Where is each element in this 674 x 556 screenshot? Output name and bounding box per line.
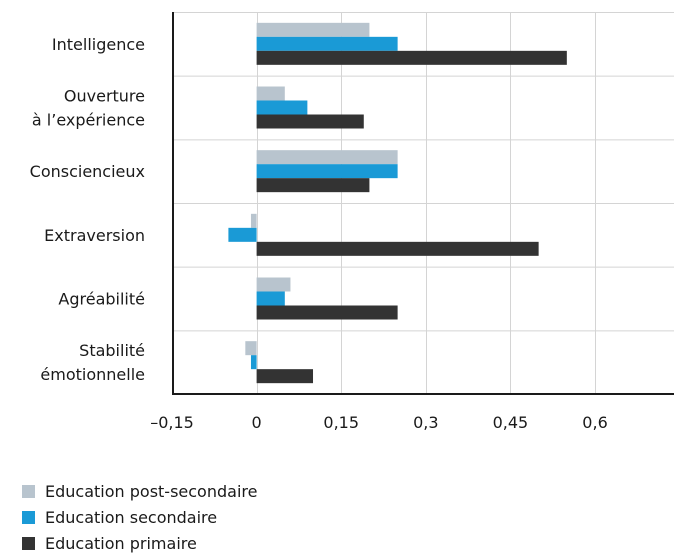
legend-item: Education secondaire bbox=[22, 504, 257, 530]
bar bbox=[256, 150, 398, 165]
bar bbox=[256, 114, 364, 129]
legend-label: Education primaire bbox=[45, 533, 197, 553]
legend-swatch bbox=[22, 484, 35, 498]
legend-swatch bbox=[22, 536, 35, 550]
legend-item: Education primaire bbox=[22, 530, 257, 556]
bars bbox=[228, 22, 567, 384]
legend-label: Education secondaire bbox=[45, 507, 218, 527]
x-tick-label: 0,3 bbox=[413, 413, 438, 432]
legend-item: Education post-secondaire bbox=[22, 478, 257, 504]
bar bbox=[256, 291, 285, 306]
category-label: émotionnelle bbox=[40, 365, 145, 384]
bar bbox=[256, 277, 291, 292]
grid-lines bbox=[172, 12, 674, 394]
bar bbox=[250, 213, 257, 228]
bar bbox=[256, 36, 398, 51]
x-tick-label: 0,6 bbox=[582, 413, 607, 432]
category-label: Consciencieux bbox=[30, 162, 145, 181]
category-label: Stabilité bbox=[79, 341, 145, 360]
bar bbox=[256, 178, 370, 193]
bar bbox=[256, 305, 398, 320]
bar bbox=[256, 50, 567, 65]
category-labels: Intelligence Ouverture à l’expérience Consc… bbox=[30, 35, 145, 384]
legend-swatch bbox=[22, 510, 35, 524]
category-label: Agréabilité bbox=[58, 290, 145, 309]
category-label: à l’expérience bbox=[32, 111, 145, 130]
x-tick-label: 0,15 bbox=[323, 413, 359, 432]
bar bbox=[256, 164, 398, 179]
category-label: Ouverture bbox=[64, 87, 145, 106]
axes bbox=[172, 12, 674, 395]
category-label: Intelligence bbox=[52, 35, 145, 54]
bar bbox=[256, 100, 308, 115]
bar bbox=[256, 86, 285, 101]
bar bbox=[228, 227, 257, 242]
bar bbox=[256, 369, 314, 384]
legend: Education post-secondaire Education secon… bbox=[22, 478, 257, 556]
x-tick-label: 0,45 bbox=[493, 413, 529, 432]
bar bbox=[245, 341, 257, 356]
bar bbox=[256, 241, 539, 256]
bar bbox=[250, 355, 257, 370]
x-tick-labels: –0,15 0 0,15 0,3 0,45 0,6 bbox=[150, 413, 608, 432]
legend-label: Education post-secondaire bbox=[45, 481, 258, 501]
x-tick-label: 0 bbox=[252, 413, 262, 432]
bar bbox=[256, 22, 370, 37]
category-label: Extraversion bbox=[44, 226, 145, 245]
x-tick-label: –0,15 bbox=[150, 413, 194, 432]
